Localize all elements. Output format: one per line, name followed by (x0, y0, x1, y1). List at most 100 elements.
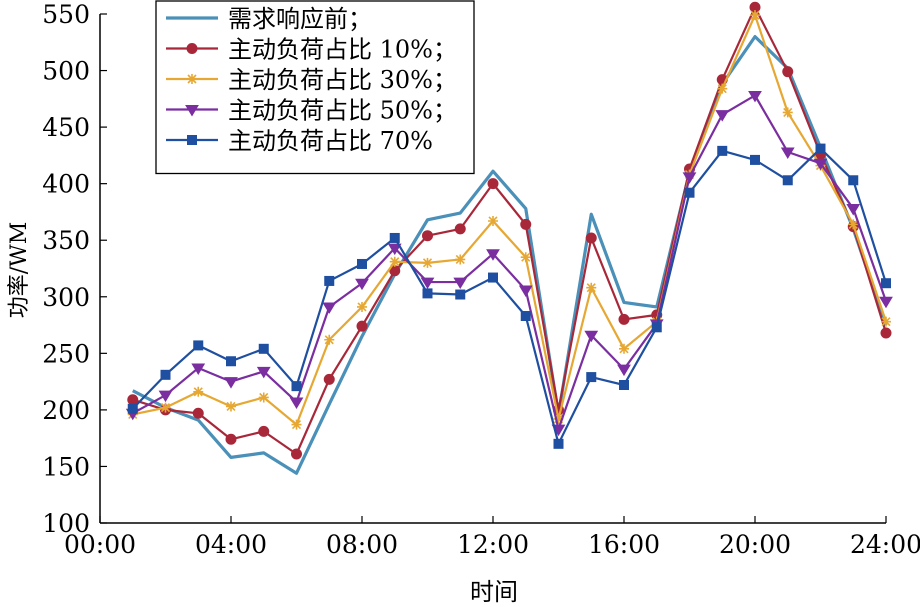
y-tick-label: 200 (42, 396, 90, 425)
data-point (815, 143, 826, 154)
data-point (717, 145, 728, 156)
x-tick-label: 08:00 (326, 530, 398, 559)
series-line (131, 147, 888, 445)
y-tick-label: 250 (42, 339, 90, 368)
data-point (160, 402, 171, 413)
data-point (780, 147, 795, 159)
x-tick-label: 24:00 (850, 530, 920, 559)
data-point (750, 10, 760, 21)
data-point (356, 320, 368, 332)
data-point (291, 448, 302, 460)
data-point (879, 296, 893, 309)
y-tick-label: 350 (42, 226, 90, 255)
data-point (422, 288, 433, 299)
data-point (289, 397, 304, 409)
legend-item: 主动负荷占比 30%； (166, 66, 457, 94)
data-point (880, 327, 892, 339)
data-point (387, 243, 402, 256)
data-point (192, 407, 204, 419)
data-point (224, 377, 238, 389)
data-point (420, 277, 435, 290)
y-tick-label: 550 (42, 0, 90, 29)
series-5 (127, 143, 891, 449)
axes: 100 150 200 250 300 350 400 450 500 550 00:00 04:00… (42, 0, 920, 559)
data-point (323, 373, 335, 385)
data-point (520, 252, 531, 263)
data-point (185, 105, 199, 117)
x-tick-label: 20:00 (719, 530, 791, 559)
data-point (454, 223, 466, 235)
y-tick-label: 400 (42, 170, 90, 199)
data-point (258, 425, 270, 437)
data-point (193, 386, 204, 397)
data-point (455, 289, 466, 300)
data-point (782, 175, 793, 186)
data-point (357, 258, 367, 269)
data-point (488, 272, 498, 283)
data-point (422, 257, 433, 268)
y-axis-label: 功率/WM (7, 222, 32, 319)
data-point (586, 372, 597, 383)
data-point (226, 356, 236, 367)
data-point (488, 215, 498, 226)
y-tick-label: 300 (42, 283, 90, 312)
plot-area (125, 1, 893, 475)
data-point (520, 311, 531, 322)
legend-label: 主动负荷占比 50%； (228, 97, 457, 125)
legend-item: 主动负荷占比 50%； (166, 97, 457, 125)
data-point (322, 302, 337, 314)
legend-label: 主动负荷占比 70% (228, 127, 433, 155)
data-point (453, 277, 468, 290)
data-point (619, 343, 629, 354)
legend-item: 主动负荷占比 10%； (166, 36, 457, 64)
y-tick-label: 100 (42, 509, 90, 538)
data-point (684, 187, 695, 198)
y-tick-label: 450 (42, 113, 90, 142)
data-point (520, 218, 532, 230)
data-point (422, 230, 433, 242)
data-point (715, 110, 730, 122)
data-point (225, 433, 237, 445)
data-point (846, 204, 861, 216)
data-point (291, 419, 302, 430)
data-point (127, 403, 138, 414)
legend-box (155, 0, 475, 175)
data-point (750, 154, 760, 165)
data-point (881, 316, 891, 327)
x-tick-label: 04:00 (195, 530, 267, 559)
series-line (132, 35, 888, 475)
data-point (389, 232, 400, 243)
data-point (389, 256, 400, 267)
legend-label: 主动负荷占比 10%； (228, 36, 457, 64)
data-point (127, 394, 139, 406)
data-point (193, 340, 204, 351)
data-point (158, 390, 173, 403)
data-point (486, 249, 500, 261)
x-tick-label: 12:00 (457, 530, 529, 559)
series-line (132, 14, 888, 426)
data-point (619, 380, 629, 391)
data-point (553, 438, 564, 449)
data-point (226, 401, 236, 412)
data-point (585, 232, 597, 244)
data-point (357, 301, 367, 312)
series-line (132, 94, 888, 431)
data-point (782, 107, 793, 118)
data-point (651, 322, 662, 333)
data-point (291, 381, 302, 392)
data-point (748, 90, 762, 103)
x-axis-label: 时间 (470, 578, 518, 606)
data-point (848, 175, 859, 186)
legend-item: 主动负荷占比 70% (166, 127, 433, 155)
data-point (717, 83, 728, 94)
series-line (132, 6, 888, 456)
data-point (848, 219, 859, 230)
data-point (187, 74, 197, 84)
data-point (191, 363, 206, 376)
data-point (518, 285, 533, 297)
legend-label: 需求响应前； (228, 5, 372, 33)
y-tick-label: 150 (42, 452, 90, 481)
data-point (487, 178, 499, 190)
data-point (584, 330, 599, 343)
